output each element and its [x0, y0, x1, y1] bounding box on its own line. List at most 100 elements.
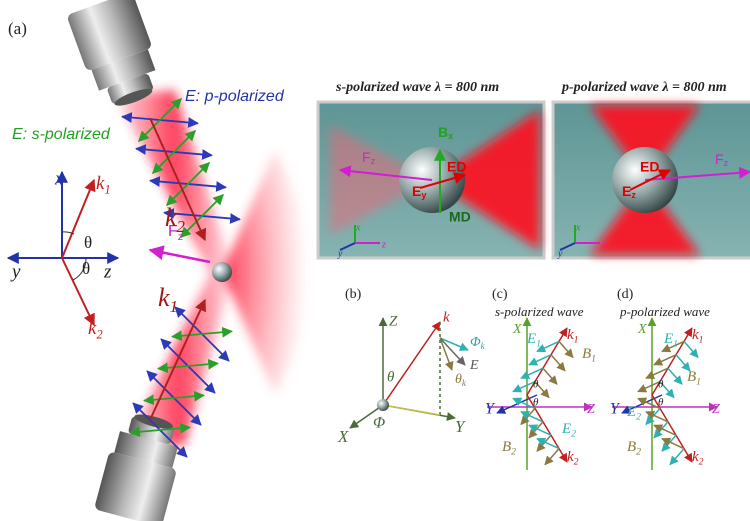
- panel-b-lines: [350, 318, 468, 428]
- label: Y: [610, 401, 621, 418]
- line: [551, 355, 565, 371]
- label-main: B: [627, 439, 636, 455]
- label: B1: [582, 346, 596, 364]
- label-subscript: z: [371, 157, 376, 167]
- label: θ: [387, 369, 395, 385]
- label-subscript: 2: [636, 447, 641, 458]
- label: ED: [640, 159, 659, 175]
- label-subscript: 2: [636, 412, 641, 423]
- label-main: E: [622, 183, 631, 199]
- label: p-polarized wave λ = 800 nm: [561, 80, 727, 95]
- label: z: [601, 239, 606, 250]
- label: x: [355, 222, 361, 233]
- label-main: B: [582, 346, 591, 362]
- label: B2: [502, 439, 516, 457]
- label: Z: [389, 313, 398, 329]
- line: [668, 368, 682, 384]
- panel-cd-lines: [487, 318, 717, 470]
- label: X: [637, 322, 647, 337]
- label-main: E: [526, 331, 536, 347]
- label: θ: [658, 397, 664, 409]
- label-main: E: [626, 404, 636, 420]
- label: (b): [345, 287, 362, 302]
- label: (c): [492, 287, 508, 302]
- label: p-polarized wave: [619, 304, 710, 319]
- label-main: Φ: [470, 335, 481, 350]
- label-main: B: [687, 369, 696, 385]
- label: (a): [8, 19, 27, 38]
- label: E1: [526, 331, 541, 349]
- label-main: B: [438, 124, 448, 140]
- label-subscript: 1: [673, 339, 678, 350]
- label-main: F: [715, 151, 724, 167]
- label: X: [337, 427, 349, 446]
- label: (d): [617, 287, 634, 302]
- label-subscript: 1: [696, 377, 701, 388]
- label-subscript: 2: [574, 457, 579, 468]
- label: Φk: [470, 335, 486, 351]
- label: MD: [449, 209, 471, 225]
- label: Z: [587, 402, 595, 417]
- label: E2: [561, 421, 576, 439]
- label: X: [512, 322, 522, 337]
- line: [543, 368, 557, 384]
- label-subscript: k: [462, 378, 467, 388]
- label-subscript: 2: [511, 447, 516, 458]
- label: x: [54, 168, 64, 189]
- scattered-light: [222, 150, 308, 395]
- label: θ: [658, 379, 664, 391]
- line: [676, 355, 690, 371]
- label: θ: [84, 233, 92, 252]
- label: k: [443, 309, 450, 325]
- label: x: [575, 222, 581, 233]
- label: E: p-polarized: [185, 88, 285, 105]
- label-main: F: [362, 149, 371, 165]
- label: θ: [533, 397, 539, 409]
- label: k1: [567, 327, 579, 345]
- label-main: k: [158, 283, 170, 312]
- label: θ: [82, 259, 90, 278]
- label-main: B: [502, 439, 511, 455]
- label-subscript: z: [631, 191, 636, 201]
- line: [545, 449, 559, 465]
- label: Z: [712, 402, 720, 417]
- label-subscript: 1: [591, 354, 596, 365]
- label: E: s-polarized: [12, 126, 111, 143]
- label-main: E: [663, 331, 673, 347]
- label-subscript: 1: [699, 335, 704, 346]
- label: θk: [455, 372, 467, 388]
- label-subscript: z: [724, 159, 729, 169]
- label: z: [103, 261, 112, 282]
- label-subscript: x: [448, 132, 453, 142]
- label: y: [10, 261, 21, 282]
- label: E1: [663, 331, 678, 349]
- label-main: E: [561, 421, 571, 437]
- label: y: [557, 248, 563, 259]
- label: ED: [447, 159, 466, 175]
- line: [684, 341, 698, 357]
- label-subscript: 1: [104, 183, 110, 197]
- figure: (a)E: p-polarizedE: s-polarizedxyzk1k2θθ…: [0, 0, 750, 521]
- beams: [115, 90, 308, 448]
- label: k1: [692, 327, 704, 345]
- line: [497, 395, 537, 413]
- line: [559, 341, 573, 357]
- label: E: [469, 358, 479, 373]
- label: s-polarized wave λ = 800 nm: [335, 80, 499, 95]
- label: k2: [692, 449, 704, 467]
- label-main: k: [165, 203, 177, 232]
- label: θ: [533, 379, 539, 391]
- label-main: E: [412, 183, 421, 199]
- label-subscript: 2: [96, 328, 102, 342]
- label: B2: [627, 439, 641, 457]
- label: k1: [96, 173, 111, 196]
- label: k1: [158, 283, 178, 316]
- label-subscript: 1: [170, 297, 178, 316]
- label: k2: [567, 449, 579, 467]
- label: z: [381, 239, 386, 250]
- label-subscript: 2: [571, 429, 576, 440]
- line: [670, 449, 684, 465]
- label-subscript: 2: [699, 457, 704, 468]
- label-subscript: 2: [177, 217, 186, 236]
- particle: [212, 262, 232, 282]
